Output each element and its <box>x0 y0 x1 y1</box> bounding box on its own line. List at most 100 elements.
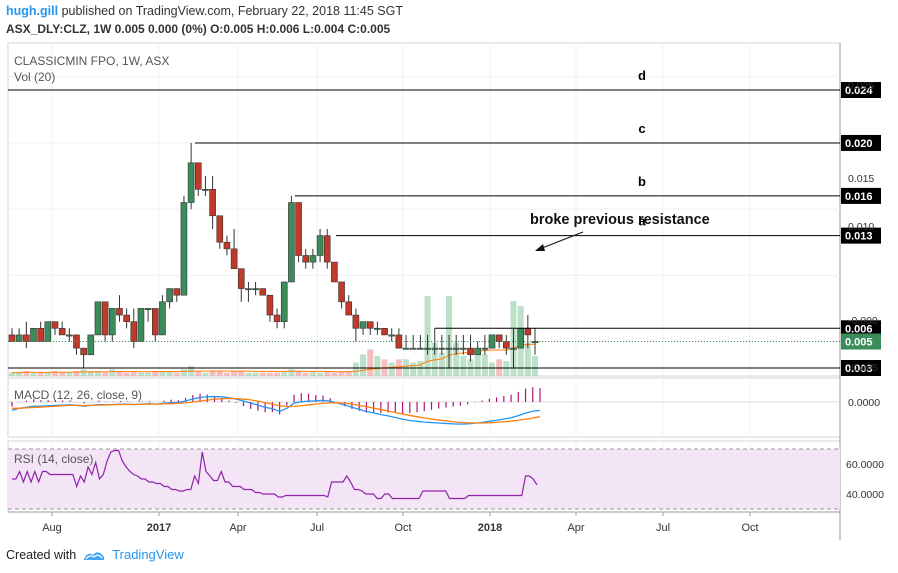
price-label-bg <box>841 187 881 204</box>
candle-body <box>187 162 195 203</box>
volume-bar <box>338 371 345 376</box>
candle-body <box>366 321 374 329</box>
price-label-bg <box>841 360 881 376</box>
price-axis-label: 0.015 <box>848 173 874 185</box>
price-label: 0.005 <box>845 337 873 349</box>
volume-bar <box>352 362 359 376</box>
volume-bar <box>281 371 288 376</box>
volume-bar <box>431 342 438 376</box>
x-tick-label: Jul <box>656 522 670 534</box>
candle-body <box>438 347 446 350</box>
signal-line <box>12 397 541 424</box>
candle-body <box>280 281 288 322</box>
volume-bar <box>80 369 87 376</box>
x-tick-label: Oct <box>741 522 758 534</box>
candle-body <box>460 347 467 350</box>
rsi-line <box>12 449 538 500</box>
candle-body <box>409 347 417 350</box>
volume-bar <box>123 372 130 376</box>
candle-body <box>237 268 245 289</box>
candle-body <box>94 301 102 336</box>
candle-body <box>245 288 252 291</box>
x-tick-label: Apr <box>229 522 246 534</box>
candle-body <box>180 202 188 296</box>
price-axis-label: -0.005 <box>848 362 878 374</box>
volume-bar <box>137 372 144 376</box>
volume-bar <box>460 356 467 376</box>
candle-body <box>474 347 481 356</box>
volume-bar <box>324 371 331 376</box>
candle-body <box>445 347 453 350</box>
candle-body <box>345 301 353 316</box>
price-label: 0.013 <box>845 231 873 243</box>
candle-body <box>216 215 224 243</box>
rsi-title: RSI (14, close) <box>14 452 93 466</box>
x-tick-label: Oct <box>394 522 411 534</box>
volume-bar <box>295 371 302 376</box>
price-label: 0.003 <box>845 363 873 375</box>
macd-axis-label: 0.0000 <box>848 397 880 409</box>
volume-bar <box>152 371 159 376</box>
candle-body <box>202 188 209 191</box>
footer: Created with TradingView <box>6 547 184 562</box>
volume-bar <box>216 371 223 376</box>
created-with-label: Created with <box>6 547 77 562</box>
symbol-line: ASX_DLY:CLZ, 1W 0.005 0.000 (0%) O:0.005… <box>6 22 391 36</box>
candle-body <box>352 314 360 329</box>
candle-body <box>331 261 338 283</box>
candle-body <box>223 241 231 250</box>
volume-bar <box>274 372 281 376</box>
candle-body <box>109 308 116 336</box>
volume-bar <box>66 372 73 376</box>
candle-body <box>23 334 30 342</box>
volume-bar <box>367 349 374 376</box>
volume-bar <box>453 342 460 376</box>
price-label: 0.016 <box>845 191 873 203</box>
price-label: 0.020 <box>845 138 873 150</box>
volume-bar <box>245 372 252 376</box>
annotation-arrow-head <box>535 244 545 251</box>
volume-bar <box>231 371 238 376</box>
candle-body <box>130 321 138 342</box>
tradingview-logo-icon <box>84 551 105 560</box>
candle-body <box>259 288 267 296</box>
candle-body <box>194 162 202 190</box>
volume-bar <box>317 372 324 376</box>
candle-body <box>338 281 345 303</box>
annotation-text: broke previous resistance <box>530 212 710 228</box>
x-tick-label: 2018 <box>478 522 502 534</box>
x-tick-label: Aug <box>42 522 62 534</box>
candle-body <box>8 334 16 342</box>
candle-body <box>359 321 367 329</box>
volume-bar <box>388 362 395 376</box>
candle-body <box>467 347 474 356</box>
volume-bar <box>532 356 538 376</box>
price-pane-title: CLASSICMIN FPO, 1W, ASX <box>14 54 169 68</box>
candle-body <box>87 334 95 356</box>
candle-body <box>309 255 317 263</box>
volume-bar <box>44 372 51 376</box>
candle-body <box>252 288 259 291</box>
price-label-bg <box>841 333 881 350</box>
volume-bar <box>166 371 173 376</box>
candle-body <box>173 288 181 296</box>
chart-canvas: Aug 2017 Apr Jul Oct 2018 Apr Jul Oct 0.024 d 0.020… <box>7 42 884 540</box>
macd-title: MACD (12, 26, close, 9) <box>14 388 142 402</box>
candle-body <box>73 334 80 349</box>
volume-bar <box>116 371 123 376</box>
candle-body <box>517 327 524 349</box>
candle-body <box>431 347 438 350</box>
volume-bar <box>180 369 187 376</box>
tradingview-link[interactable]: TradingView <box>112 547 184 562</box>
candle-body <box>15 334 23 342</box>
rsi-axis-label: 40.0000 <box>846 489 884 501</box>
volume-bar <box>309 371 316 376</box>
candle-body <box>452 347 460 350</box>
author-name[interactable]: hugh.gill <box>6 4 59 18</box>
price-label-bg <box>841 227 881 244</box>
price-axis-label: 0.025 <box>848 80 874 92</box>
x-tick-label: Jul <box>310 522 324 534</box>
candle-body <box>159 301 166 336</box>
volume-bar <box>102 372 109 376</box>
